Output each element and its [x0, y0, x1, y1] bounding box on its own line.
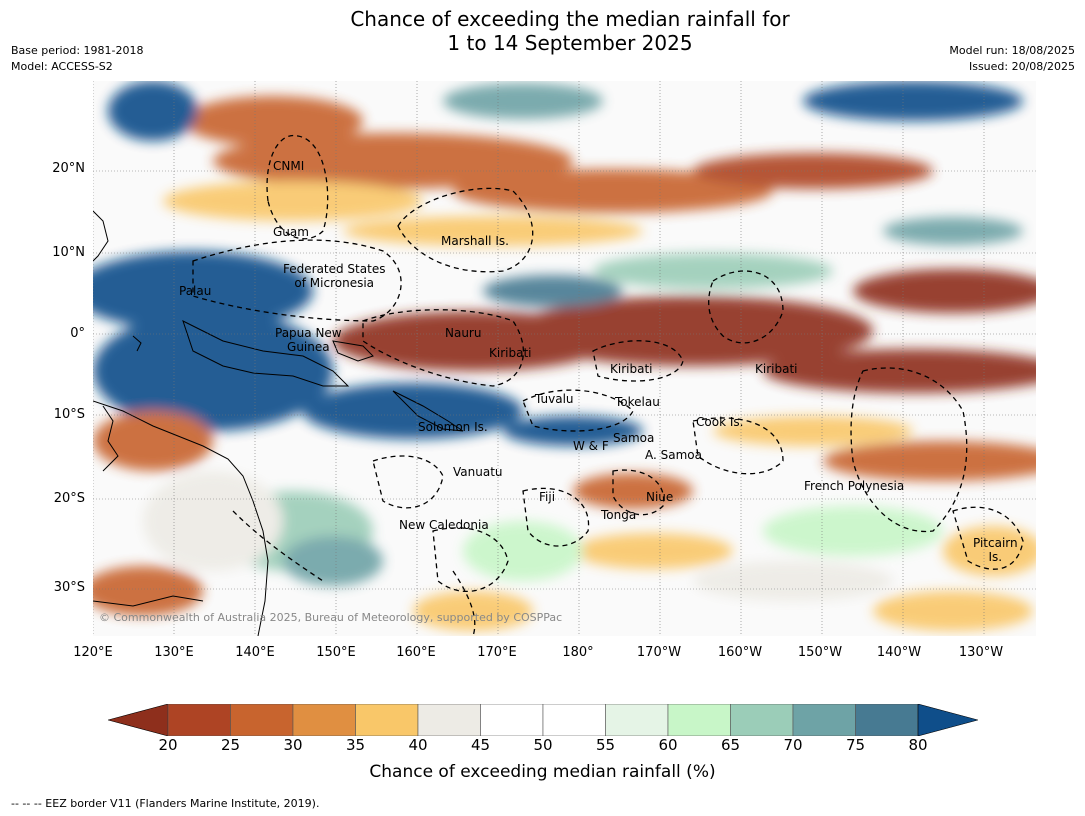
place-niue: Niue — [646, 490, 674, 504]
colorbar-tick-label: 25 — [220, 736, 241, 754]
title-line-1: Chance of exceeding the median rainfall … — [350, 7, 790, 31]
place-pitcairn-is: Pitcairn Is. — [973, 536, 1018, 564]
place-kiribati-west: Kiribati — [489, 346, 532, 360]
lon-label-160e: 160°E — [396, 645, 436, 660]
colorbar-tick-label: 35 — [345, 736, 366, 754]
issued-date: Issued: 20/08/2025 — [968, 60, 1075, 73]
colorbar-high-extend — [917, 703, 980, 737]
colorbar-swatch — [792, 703, 856, 737]
place-kiribati-east: Kiribati — [755, 362, 798, 376]
colorbar-svg — [106, 703, 980, 737]
lon-label-120e: 120°E — [73, 645, 113, 660]
model-name: Model: ACCESS-S2 — [11, 60, 113, 73]
colorbar-tick-label: 20 — [158, 736, 178, 754]
model-run: Model run: 18/08/2025 — [949, 44, 1075, 57]
colorbar-swatch — [480, 703, 544, 737]
lon-label-170w: 170°W — [636, 645, 682, 660]
base-period: Base period: 1981-2018 — [11, 44, 144, 57]
colorbar-swatch — [542, 703, 606, 737]
place-french-polynesia: French Polynesia — [804, 479, 905, 493]
place-palau: Palau — [179, 284, 212, 298]
place-tuvalu: Tuvalu — [535, 392, 574, 406]
lon-label-150w: 150°W — [797, 645, 843, 660]
colorbar-tick-label: 45 — [470, 736, 491, 754]
map-canvas: © Commonwealth of Australia 2025, Bureau… — [93, 81, 1036, 636]
colorbar-swatch — [667, 703, 731, 737]
eez-footer-note: -- -- -- EEZ border V11 (Flanders Marine… — [11, 797, 320, 810]
colorbar-title: Chance of exceeding median rainfall (%) — [369, 762, 716, 782]
place-tonga: Tonga — [601, 508, 637, 522]
colorbar-low-extend — [106, 703, 169, 737]
colorbar-swatch — [417, 703, 481, 737]
lon-label-140e: 140°E — [235, 645, 275, 660]
lon-label-140w: 140°W — [876, 645, 922, 660]
colorbar-tick-label: 80 — [908, 736, 928, 754]
lon-label-130e: 130°E — [154, 645, 194, 660]
lat-label-30s: 30°S — [53, 580, 85, 595]
place-new-caledonia: New Caledonia — [399, 518, 489, 532]
colorbar-swatch — [355, 703, 419, 737]
place-guam: Guam — [273, 225, 309, 239]
lon-label-150e: 150°E — [316, 645, 356, 660]
place-cnmi: CNMI — [273, 159, 305, 173]
colorbar-tick-label: 30 — [283, 736, 303, 754]
meta-right: Model run: 18/08/2025 Issued: 20/08/2025 — [949, 43, 1075, 75]
colorbar-swatch — [855, 703, 919, 737]
colorbar-tick-label: 70 — [783, 736, 803, 754]
rainfall-map: © Commonwealth of Australia 2025, Bureau… — [93, 81, 1036, 636]
lon-label-160w: 160°W — [717, 645, 763, 660]
colorbar-swatch — [292, 703, 356, 737]
place-solomon-is: Solomon Is. — [418, 420, 488, 434]
place-wallis-futuna: W & F — [573, 439, 609, 453]
colorbar-tick-label: 40 — [408, 736, 428, 754]
lon-label-170e: 170°E — [477, 645, 517, 660]
map-title: Chance of exceeding the median rainfall … — [0, 7, 1085, 55]
colorbar-swatch — [167, 703, 231, 737]
colorbar — [106, 703, 980, 737]
colorbar-tick-label: 55 — [595, 736, 616, 754]
lon-label-180: 180° — [562, 645, 594, 660]
place-fsm: Federated States of Micronesia — [283, 262, 386, 290]
place-marshall-is: Marshall Is. — [441, 234, 509, 248]
lat-label-10n: 10°N — [52, 245, 85, 260]
place-nauru: Nauru — [445, 326, 482, 340]
place-cook-is: Cook Is. — [696, 415, 744, 429]
lat-label-0: 0° — [70, 326, 85, 341]
place-kiribati-central: Kiribati — [610, 362, 653, 376]
place-samoa: Samoa — [613, 431, 655, 445]
lat-label-20s: 20°S — [53, 491, 85, 506]
colorbar-swatch — [230, 703, 294, 737]
colorbar-tick-label: 75 — [845, 736, 866, 754]
place-tokelau: Tokelau — [615, 395, 660, 409]
colorbar-swatch — [605, 703, 669, 737]
colorbar-tick-label: 60 — [658, 736, 678, 754]
colorbar-tick-label: 65 — [720, 736, 741, 754]
lat-label-20n: 20°N — [52, 161, 85, 176]
lat-label-10s: 10°S — [53, 407, 85, 422]
copyright-text: © Commonwealth of Australia 2025, Bureau… — [99, 611, 562, 624]
place-png: Papua New Guinea — [275, 326, 342, 354]
place-vanuatu: Vanuatu — [453, 465, 503, 479]
title-line-2: 1 to 14 September 2025 — [447, 31, 693, 55]
meta-left: Base period: 1981-2018 Model: ACCESS-S2 — [11, 43, 143, 75]
colorbar-swatch — [730, 703, 794, 737]
colorbar-tick-label: 50 — [533, 736, 553, 754]
lon-label-130w: 130°W — [958, 645, 1004, 660]
place-fiji: Fiji — [539, 490, 556, 504]
place-american-samoa: A. Samoa — [645, 448, 702, 462]
